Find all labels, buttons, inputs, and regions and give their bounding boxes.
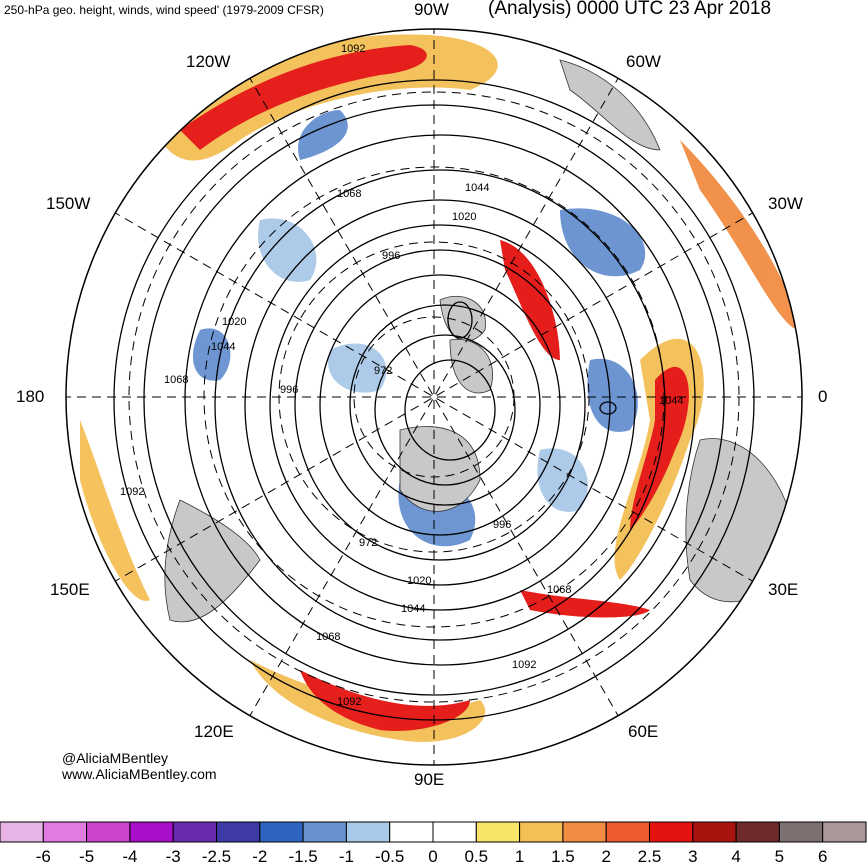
svg-text:1092: 1092	[120, 486, 144, 498]
lon-label-30e: 30E	[768, 580, 799, 599]
colorbar-tick-label: 2.5	[638, 847, 662, 865]
colorbar-tick-label: -6	[36, 847, 51, 865]
svg-text:1092: 1092	[337, 696, 361, 708]
lon-label-top: 90W	[414, 0, 449, 19]
colorbar-tick-label: -1.5	[288, 847, 317, 865]
colorbar-tick-label: -5	[79, 847, 94, 865]
colorbar-box	[345, 821, 391, 843]
lon-label-30w: 30W	[768, 194, 803, 213]
svg-text:1044: 1044	[659, 395, 683, 407]
svg-text:1068: 1068	[164, 374, 188, 386]
colorbar-box	[86, 821, 131, 843]
colorbar-box	[129, 821, 174, 843]
svg-text:972: 972	[374, 365, 392, 377]
svg-text:1020: 1020	[407, 575, 431, 587]
map-field	[66, 29, 802, 765]
colorbar-box	[692, 821, 737, 843]
colorbar-box	[42, 821, 88, 843]
colorbar-box	[389, 821, 434, 843]
colorbar-tick-label: -2	[252, 847, 267, 865]
colorbar-box	[649, 821, 694, 843]
colorbar-tick-label: 0.5	[464, 847, 488, 865]
svg-text:1020: 1020	[222, 316, 246, 328]
colorbar-box	[475, 821, 521, 843]
chart-title-left: 250-hPa geo. height, winds, wind speed' …	[4, 3, 324, 17]
credit-handle: @AliciaMBentley	[62, 750, 169, 766]
colorbar-tick-label: 3	[688, 847, 697, 865]
colorbar-box	[216, 821, 261, 843]
lon-label-bottom: 90E	[414, 770, 445, 789]
lon-label-right: 0	[818, 387, 828, 406]
svg-text:1092: 1092	[512, 659, 536, 671]
svg-text:1044: 1044	[211, 341, 235, 353]
colorbar-box	[605, 821, 651, 843]
colorbar-box	[0, 821, 44, 843]
height-contours	[113, 79, 755, 721]
lon-label-left: 180	[16, 387, 45, 406]
colorbar-box	[432, 821, 477, 843]
map-boundary	[65, 28, 803, 766]
svg-text:1068: 1068	[547, 584, 571, 596]
lon-label-150w: 150W	[46, 194, 91, 213]
polar-map: 1092 1068 1044 1020 996 972 996 1044 106…	[65, 28, 803, 766]
colorbar-box	[259, 821, 304, 843]
colorbar-tick-label: 2	[601, 847, 610, 865]
graticule	[66, 29, 802, 765]
svg-text:1044: 1044	[465, 182, 489, 194]
colorbar-box	[735, 821, 780, 843]
chart-title-right: (Analysis) 0000 UTC 23 Apr 2018	[488, 0, 772, 19]
svg-text:1044: 1044	[401, 603, 425, 615]
colorbar-tick-label: -0.5	[375, 847, 404, 865]
colorbar-tick-label: 5	[775, 847, 784, 865]
contour-labels: 1092 1068 1044 1020 996 972 996 1044 106…	[120, 43, 683, 708]
lon-label-150e: 150E	[50, 580, 90, 599]
colorbar-tick-label: -1	[339, 847, 354, 865]
svg-text:1092: 1092	[341, 43, 365, 55]
lon-label-60w: 60W	[626, 52, 661, 71]
colorbar-tick-label: 4	[731, 847, 740, 865]
colorbar-tick-label: -2.5	[202, 847, 231, 865]
colorbar-box	[822, 821, 867, 843]
svg-text:1068: 1068	[316, 631, 340, 643]
svg-text:1068: 1068	[337, 188, 361, 200]
colorbar-tick-label: 6	[818, 847, 827, 865]
colorbar-tick-label: 0	[428, 847, 437, 865]
colorbar-box	[519, 821, 564, 843]
colorbar-tick-label: 1	[515, 847, 524, 865]
svg-text:996: 996	[493, 519, 511, 531]
lon-label-60e: 60E	[628, 722, 659, 741]
lon-label-120e: 120E	[194, 722, 234, 741]
svg-text:1020: 1020	[452, 211, 476, 223]
colorbar-box	[562, 821, 607, 843]
credit-website: www.AliciaMBentley.com	[62, 766, 217, 782]
svg-text:996: 996	[280, 384, 298, 396]
svg-text:996: 996	[382, 250, 400, 262]
colorbar-tick-label: -4	[122, 847, 137, 865]
colorbar: -6 -5 -4 -3 -2.5 -2 -1.5 -1 -0.5 0 0.5 1 1.5 2 2.5 3 4 5 6	[0, 821, 867, 865]
colorbar-box	[778, 821, 824, 843]
svg-text:972: 972	[359, 537, 377, 549]
colorbar-box	[172, 821, 217, 843]
colorbar-tick-label: -3	[166, 847, 181, 865]
colorbar-tick-label: 1.5	[551, 847, 575, 865]
lon-label-120w: 120W	[186, 52, 231, 71]
colorbar-box	[302, 821, 347, 843]
